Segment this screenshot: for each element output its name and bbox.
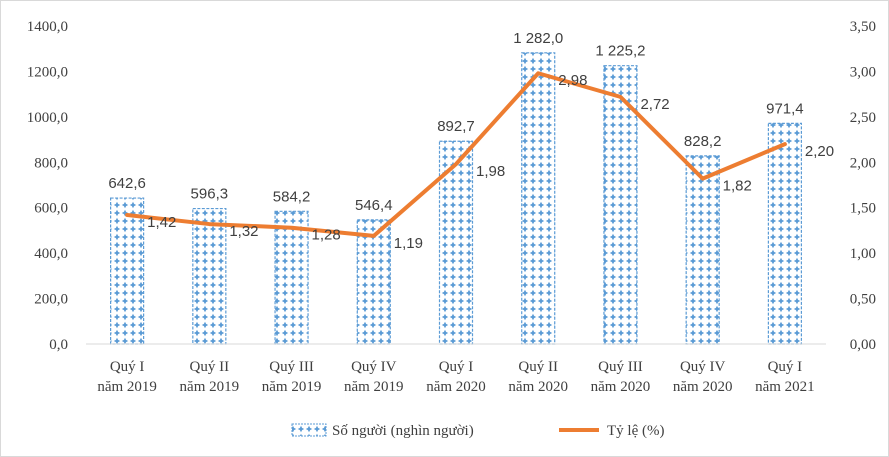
line-data-label: 1,82 <box>723 178 752 195</box>
bar <box>274 210 309 345</box>
x-category-label-line1: Quý I <box>768 359 803 375</box>
legend-bar-label: Số người (nghìn người) <box>332 423 474 439</box>
x-category-label-line2: năm 2019 <box>97 379 157 395</box>
bar <box>685 155 720 345</box>
bar-data-label: 1 225,2 <box>595 43 645 60</box>
line-series <box>125 71 787 238</box>
x-category-label-line1: Quý II <box>190 359 230 375</box>
x-category-label-line2: năm 2019 <box>180 379 240 395</box>
y-right-tick-label: 1,50 <box>850 201 876 217</box>
bar <box>767 122 802 345</box>
line-data-label: 2,98 <box>558 72 587 89</box>
y-left-tick-label: 600,0 <box>34 201 68 217</box>
y-left-tick-label: 1400,0 <box>27 19 68 35</box>
x-category-label-line2: năm 2020 <box>591 379 651 395</box>
bar <box>521 52 556 345</box>
y-left-tick-label: 1200,0 <box>27 64 68 80</box>
line-data-label: 2,72 <box>640 96 669 113</box>
bar-data-label: 596,3 <box>191 186 229 203</box>
bar <box>110 197 145 345</box>
x-category-label-line2: năm 2020 <box>508 379 568 395</box>
y-axis-left: 0,0 200,0 400,0 600,0 800,0 1000,0 1200,0 1400,… <box>27 19 68 353</box>
bar <box>356 219 391 345</box>
line-data-label: 2,20 <box>805 143 834 160</box>
y-right-tick-label: 0,50 <box>850 292 876 308</box>
y-left-tick-label: 800,0 <box>34 155 68 171</box>
bar-data-label: 584,2 <box>273 188 311 205</box>
line-data-labels: 1,42 1,32 1,28 1,19 1,98 2,98 2,72 1,82 2,20 <box>147 72 834 252</box>
bar-data-label: 892,7 <box>437 118 475 135</box>
y-axis-right: 0,00 0,50 1,00 1,50 2,00 2,50 3,00 3,50 <box>850 19 876 353</box>
y-right-tick-label: 2,50 <box>850 110 876 126</box>
bar <box>192 207 227 345</box>
x-category-label-line2: năm 2019 <box>344 379 404 395</box>
y-left-tick-label: 400,0 <box>34 246 68 262</box>
x-category-label-line2: năm 2020 <box>673 379 733 395</box>
y-right-tick-label: 2,00 <box>850 155 876 171</box>
x-category-label-line1: Quý IV <box>680 359 726 375</box>
x-category-label-line1: Quý III <box>269 359 314 375</box>
legend-bar-swatch <box>291 423 327 437</box>
bar-data-label: 642,6 <box>108 175 146 192</box>
y-left-tick-label: 200,0 <box>34 292 68 308</box>
x-category-label-line2: năm 2019 <box>262 379 322 395</box>
x-category-label-line2: năm 2020 <box>426 379 486 395</box>
bar-data-label: 1 282,0 <box>513 30 563 47</box>
line-data-label: 1,28 <box>312 227 341 244</box>
line-data-label: 1,19 <box>394 235 423 252</box>
y-right-tick-label: 0,00 <box>850 337 876 353</box>
line-data-label: 1,98 <box>476 163 505 180</box>
legend: Số người (nghìn người) Tỷ lệ (%) <box>291 423 664 439</box>
bar-data-labels: 642,6 596,3 584,2 546,4 892,7 1 282,0 1 225,2 8… <box>108 30 803 214</box>
bar-data-label: 971,4 <box>766 100 804 117</box>
y-right-tick-label: 1,00 <box>850 246 876 262</box>
bar-series <box>110 52 802 345</box>
legend-line-label: Tỷ lệ (%) <box>607 423 664 439</box>
y-right-tick-label: 3,50 <box>850 19 876 35</box>
bar-data-label: 546,4 <box>355 197 393 214</box>
bar <box>603 65 638 345</box>
y-left-tick-label: 0,0 <box>49 337 68 353</box>
line-data-label: 1,42 <box>147 214 176 231</box>
bar-data-label: 828,2 <box>684 133 722 150</box>
line-data-label: 1,32 <box>229 223 258 240</box>
x-category-label-line1: Quý I <box>110 359 145 375</box>
x-category-label-line2: năm 2021 <box>755 379 815 395</box>
y-right-tick-label: 3,00 <box>850 64 876 80</box>
line-path <box>125 71 787 238</box>
x-category-label-line1: Quý II <box>518 359 558 375</box>
x-category-label-line1: Quý IV <box>351 359 397 375</box>
x-category-label-line1: Quý III <box>598 359 643 375</box>
y-left-tick-label: 1000,0 <box>27 110 68 126</box>
x-category-label-line1: Quý I <box>439 359 474 375</box>
x-axis-categories: Quý I năm 2019 Quý II năm 2019 Quý III năm 20… <box>97 359 814 395</box>
